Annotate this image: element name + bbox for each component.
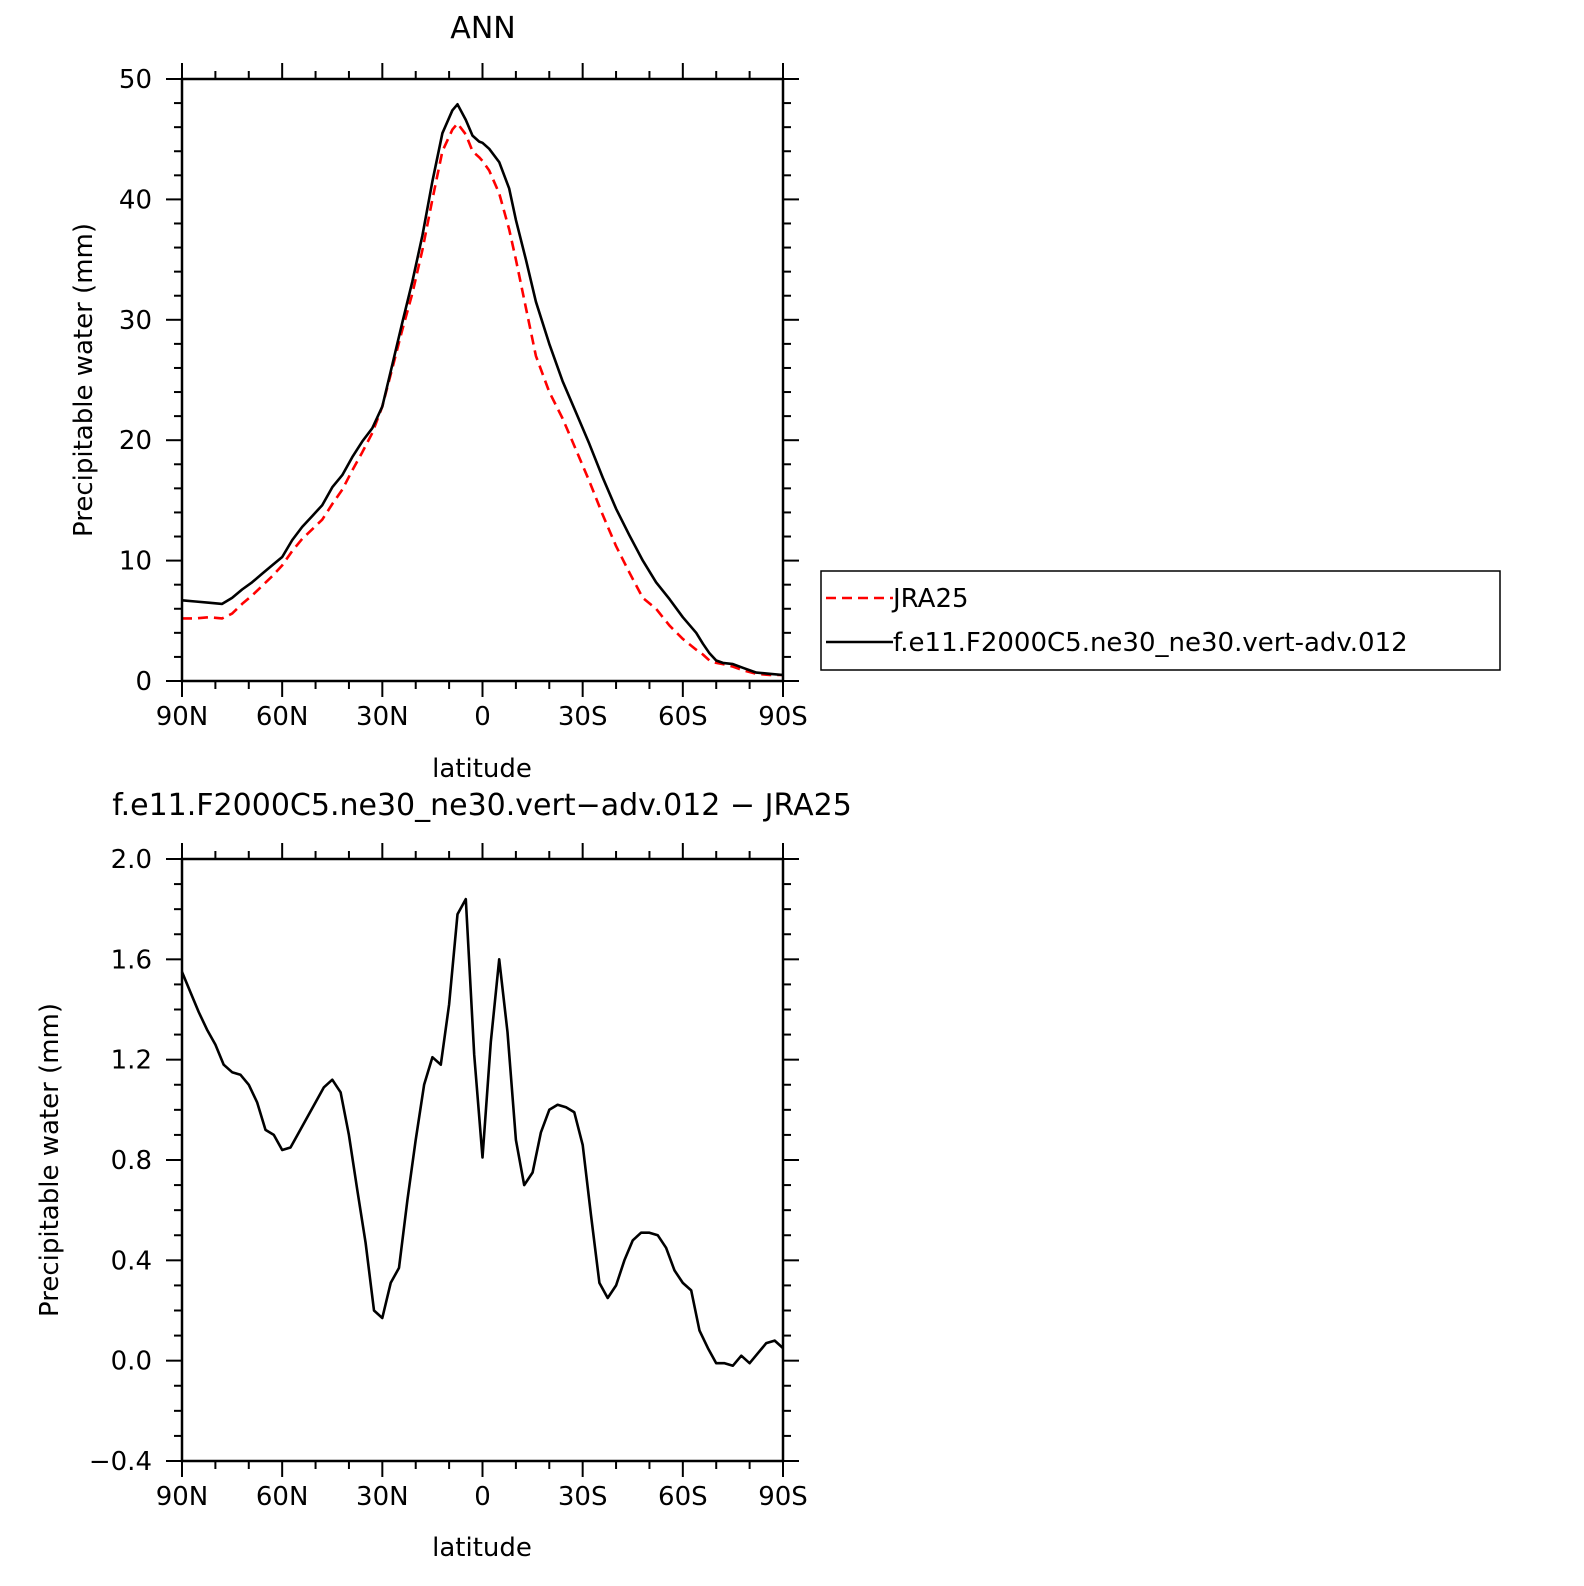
x-tick-label: 30S — [558, 1482, 608, 1512]
bottom-series-lines — [180, 897, 784, 1367]
bottom-chart-title: f.e11.F2000C5.ne30_ne30.vert−adv.012 − J… — [112, 788, 852, 823]
series-line-jra25 — [182, 122, 783, 677]
bottom-x-tick-labels: 90N 60N 30N 0 30S 60S 90S — [156, 1482, 808, 1512]
y-tick-label: 40 — [119, 185, 152, 215]
x-tick-label: 30S — [558, 702, 608, 732]
y-tick-label: 0.4 — [111, 1246, 152, 1276]
y-tick-label: 30 — [119, 306, 152, 336]
top-chart-panel: ANN 90N 60N 30N 0 30S 60S 90S 0 10 20 30 40 50 lati… — [69, 11, 1501, 784]
x-tick-label: 90N — [156, 1482, 209, 1512]
legend-label-jra25: JRA25 — [891, 584, 969, 614]
x-tick-label: 30N — [356, 1482, 409, 1512]
x-tick-label: 30N — [356, 702, 409, 732]
y-tick-label: 2.0 — [111, 845, 152, 875]
x-tick-label: 60N — [256, 702, 309, 732]
y-tick-label: 0.0 — [111, 1347, 152, 1377]
x-tick-label: 90S — [758, 702, 808, 732]
bottom-y-axis-label: Precipitable water (mm) — [35, 1003, 65, 1317]
y-tick-label: 1.6 — [111, 945, 152, 975]
bottom-axis-ticks — [166, 843, 799, 1477]
y-tick-label: 1.2 — [111, 1046, 152, 1076]
y-tick-label: −0.4 — [89, 1447, 152, 1477]
bottom-chart-panel: f.e11.F2000C5.ne30_ne30.vert−adv.012 − J… — [35, 788, 852, 1563]
x-tick-label: 90S — [758, 1482, 808, 1512]
top-axis-ticks — [166, 63, 799, 697]
x-tick-label: 90N — [156, 702, 209, 732]
x-tick-label: 60S — [658, 1482, 708, 1512]
top-y-tick-labels: 0 10 20 30 40 50 — [119, 65, 152, 697]
series-line-model — [180, 897, 784, 1367]
y-tick-label: 50 — [119, 65, 152, 95]
x-tick-label: 60N — [256, 1482, 309, 1512]
y-tick-label: 0 — [135, 667, 152, 697]
legend-label-model: f.e11.F2000C5.ne30_ne30.vert-adv.012 — [893, 628, 1408, 658]
y-tick-label: 10 — [119, 547, 152, 577]
series-line-model — [181, 103, 784, 677]
bottom-x-axis-label: latitude — [432, 1533, 532, 1563]
top-plot-frame — [180, 77, 785, 683]
bottom-y-tick-labels: −0.4 0.0 0.4 0.8 1.2 1.6 2.0 — [89, 845, 152, 1477]
x-tick-label: 60S — [658, 702, 708, 732]
x-tick-label: 0 — [474, 702, 491, 732]
bottom-plot-frame — [180, 857, 785, 1463]
top-x-tick-labels: 90N 60N 30N 0 30S 60S 90S — [156, 702, 808, 732]
top-chart-title: ANN — [450, 11, 515, 46]
top-x-axis-label: latitude — [432, 754, 532, 784]
y-tick-label: 0.8 — [111, 1146, 152, 1176]
top-series-lines — [181, 103, 784, 677]
y-tick-label: 20 — [119, 426, 152, 456]
legend: JRA25 f.e11.F2000C5.ne30_ne30.vert-adv.0… — [820, 570, 1501, 671]
x-tick-label: 0 — [474, 1482, 491, 1512]
legend-box — [820, 570, 1501, 671]
top-y-axis-label: Precipitable water (mm) — [69, 223, 99, 537]
